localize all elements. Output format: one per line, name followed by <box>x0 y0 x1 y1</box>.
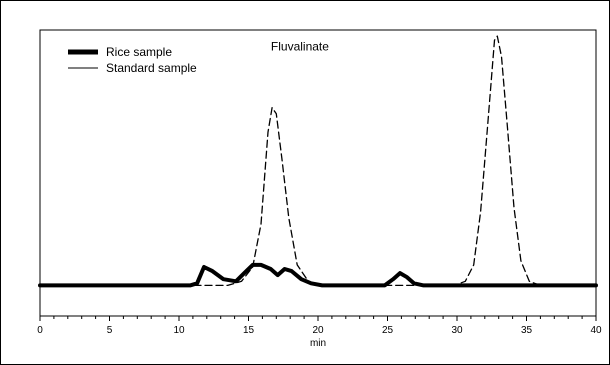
annotations-layer: FluvalinateChinomethionate <box>271 39 329 53</box>
series-line-rice-sample <box>38 262 598 288</box>
series-layer <box>38 35 598 288</box>
x-axis-label: min <box>310 338 326 349</box>
x-axis-ticks: 0 5 10 15 20 25 30 35 40 <box>37 316 602 336</box>
x-tick-label: 20 <box>312 325 324 336</box>
x-tick-label: 0 <box>37 325 43 336</box>
annotation-fluvalinate: Fluvalinate <box>271 39 329 53</box>
x-tick-label: 30 <box>451 325 463 336</box>
x-tick-label: 25 <box>382 325 394 336</box>
x-tick-label: 35 <box>521 325 533 336</box>
x-tick-label: 10 <box>173 325 185 336</box>
legend-label-standard-sample: Standard sample <box>106 61 197 75</box>
x-tick-label: 40 <box>590 325 602 336</box>
x-tick-label: 5 <box>107 325 113 336</box>
legend: Rice sample Standard sample <box>68 45 197 75</box>
legend-label-rice-sample: Rice sample <box>106 45 172 59</box>
x-tick-label: 15 <box>243 325 255 336</box>
